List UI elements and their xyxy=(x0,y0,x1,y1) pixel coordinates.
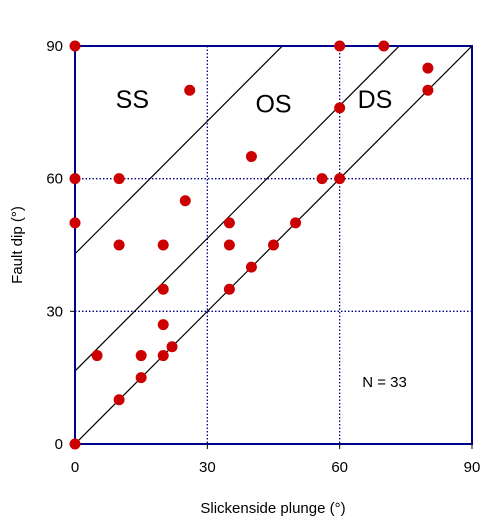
data-point xyxy=(316,173,328,185)
data-point xyxy=(69,173,81,185)
data-point xyxy=(245,151,257,163)
data-point xyxy=(268,239,279,251)
y-tick-label: 90 xyxy=(46,38,63,55)
data-point xyxy=(334,40,346,52)
x-axis-title: Slickenside plunge (°) xyxy=(200,500,345,517)
data-point xyxy=(157,239,169,251)
data-point xyxy=(334,102,346,114)
boundary-line xyxy=(75,46,284,255)
data-point xyxy=(69,438,81,450)
data-point xyxy=(334,173,346,185)
data-point xyxy=(166,341,178,353)
y-tick-label: 60 xyxy=(46,171,63,188)
data-point xyxy=(157,350,169,362)
data-point xyxy=(422,62,434,74)
x-tick-label: 60 xyxy=(331,459,348,476)
y-tick-label: 0 xyxy=(55,436,63,453)
data-point xyxy=(223,239,235,251)
data-point xyxy=(157,283,169,295)
data-point xyxy=(135,350,147,362)
boundary-line xyxy=(75,46,401,372)
data-point xyxy=(69,217,81,229)
x-tick-label: 30 xyxy=(199,459,216,476)
region-label-os: OS xyxy=(255,90,291,118)
data-point xyxy=(113,394,125,406)
plot-frame xyxy=(74,45,473,445)
data-point xyxy=(135,372,147,384)
data-point xyxy=(223,217,235,229)
region-label-ds: DS xyxy=(358,86,393,114)
sample-count-annotation: N = 33 xyxy=(362,374,407,391)
data-point xyxy=(223,283,235,295)
region-labels: SS OS DS xyxy=(116,86,393,118)
x-tick-label: 90 xyxy=(464,459,481,476)
data-point xyxy=(113,173,125,185)
data-point xyxy=(69,40,81,52)
data-point xyxy=(179,195,191,207)
x-tick-label: 0 xyxy=(71,459,79,476)
data-point xyxy=(290,217,302,229)
data-point xyxy=(157,319,169,331)
data-point xyxy=(422,84,434,96)
y-tick-label: 30 xyxy=(46,303,63,320)
data-point xyxy=(378,40,390,52)
data-points xyxy=(69,40,434,450)
y-axis-title: Fault dip (°) xyxy=(9,206,26,284)
boundary-lines xyxy=(75,46,472,444)
region-label-ss: SS xyxy=(116,86,149,114)
data-point xyxy=(113,239,125,251)
data-point xyxy=(184,84,196,96)
data-point xyxy=(245,261,257,273)
data-point xyxy=(91,350,103,362)
